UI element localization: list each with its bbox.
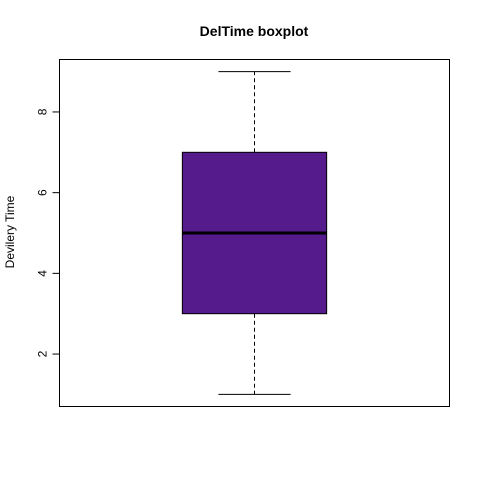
y-tick-label: 6 [36,189,50,196]
y-tick-label: 2 [36,350,50,357]
y-tick-label: 8 [36,108,50,115]
y-tick-label: 4 [36,270,50,277]
box-group [181,71,328,395]
chart-title: DelTime boxplot [200,23,309,39]
y-axis-label: Devilery Time [3,195,17,268]
y-axis: 2 4 6 8 [36,108,60,357]
